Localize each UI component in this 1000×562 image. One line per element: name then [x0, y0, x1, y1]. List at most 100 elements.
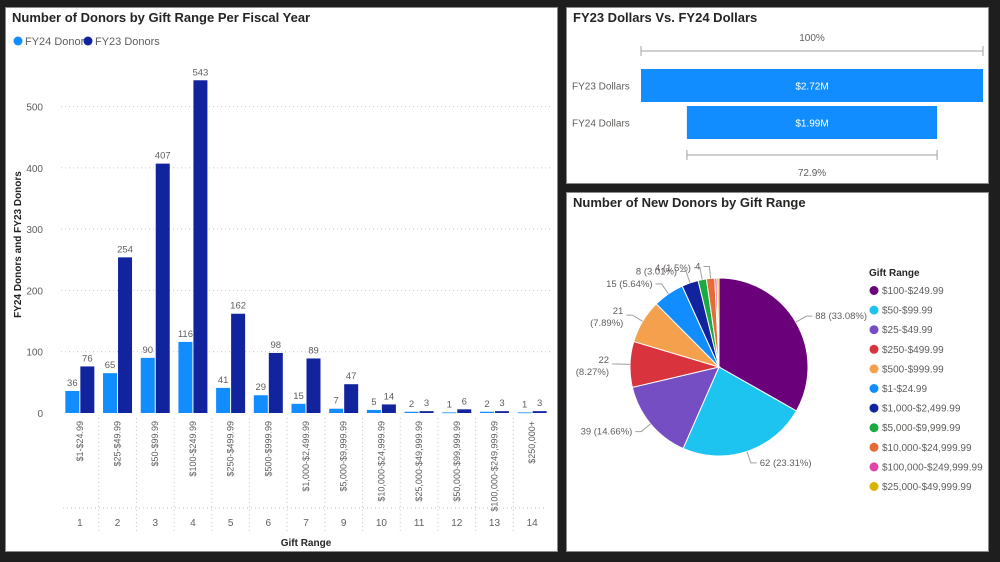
- data-label-fy24: 29: [256, 382, 267, 393]
- pie-legend-marker: [869, 344, 879, 354]
- bar-fy24[interactable]: [140, 357, 155, 413]
- pie-legend-label[interactable]: $250-$499.99: [882, 345, 944, 356]
- x-sort-index-label: 2: [115, 518, 121, 529]
- bar-fy24[interactable]: [479, 411, 494, 413]
- pie-legend-label[interactable]: $50-$99.99: [882, 306, 933, 317]
- pie-legend-label[interactable]: $1-$24.99: [882, 384, 927, 395]
- pie-legend-marker: [869, 364, 879, 374]
- bar-fy23[interactable]: [155, 163, 170, 413]
- pie-slice[interactable]: [682, 366, 798, 457]
- pie-leader-line: [795, 315, 813, 323]
- data-label-fy23: 162: [230, 301, 246, 312]
- bar-fy23[interactable]: [494, 411, 509, 413]
- donors-bar-chart-panel[interactable]: Number of Donors by Gift Range Per Fisca…: [5, 7, 558, 552]
- pie-legend-label[interactable]: $5,000-$9,999.99: [882, 423, 961, 434]
- bar-fy24[interactable]: [216, 387, 231, 413]
- x-category-label: $5,000-$9,999.99: [339, 421, 349, 492]
- bar-fy23[interactable]: [419, 411, 434, 413]
- bar-fy23[interactable]: [193, 80, 208, 413]
- pie-legend-marker: [869, 482, 879, 491]
- pie-leader-line: [655, 283, 669, 295]
- bar-fy23[interactable]: [306, 358, 321, 413]
- funnel-bar[interactable]: [686, 106, 938, 139]
- pie-leader-line: [703, 265, 712, 279]
- funnel-title: FY23 Dollars Vs. FY24 Dollars: [573, 10, 758, 25]
- pie-slice[interactable]: [716, 277, 720, 368]
- bar-chart-title: Number of Donors by Gift Range Per Fisca…: [12, 10, 311, 25]
- bar-fy24[interactable]: [517, 412, 532, 414]
- dollars-funnel-chart[interactable]: 100% $2.72M FY23 Dollars $1.99M FY24 Dollars…: [567, 8, 988, 183]
- bar-fy24[interactable]: [404, 411, 419, 413]
- pie-legend-label[interactable]: $1,000-$2,499.99: [882, 404, 961, 415]
- pie-legend-label[interactable]: $25,000-$49,999.99: [882, 482, 972, 493]
- y-tick-label: 400: [26, 164, 43, 175]
- data-label-fy24: 15: [293, 391, 304, 402]
- pie-legend-marker: [869, 403, 879, 413]
- legend-label-fy24[interactable]: FY24 Donors: [25, 36, 90, 48]
- donors-bar-chart[interactable]: FY24 Donors FY23 Donors 0 100 200 300 400 500 FY…: [6, 8, 557, 551]
- bar-fy24[interactable]: [65, 390, 80, 413]
- data-label-fy23: 254: [117, 244, 133, 255]
- pie-leader-line: [626, 314, 643, 322]
- bar-fy24[interactable]: [103, 373, 118, 413]
- pie-legend-title: Gift Range: [869, 268, 920, 279]
- x-sort-index-label: 5: [228, 518, 234, 529]
- bar-fy24[interactable]: [178, 341, 193, 413]
- bar-fy24[interactable]: [442, 412, 457, 414]
- bar-fy24[interactable]: [291, 403, 306, 413]
- bar-fy24[interactable]: [366, 409, 381, 413]
- funnel-value-label: $2.72M: [795, 82, 828, 93]
- data-label-fy24: 1: [522, 399, 527, 410]
- new-donors-pie-chart[interactable]: 88 (33.08%) 62 (23.31%) 39 (14.66%) 22(8.27…: [567, 193, 988, 551]
- pie-legend-marker: [869, 325, 879, 335]
- pie-data-label: 21: [613, 306, 624, 317]
- y-tick-label: 300: [26, 225, 43, 236]
- pie-data-label: 8 (3.01%): [636, 267, 677, 278]
- x-axis-title: Gift Range: [281, 538, 332, 549]
- pie-legend-label[interactable]: $25-$49.99: [882, 325, 933, 336]
- funnel-category-label: FY24 Dollars: [572, 119, 630, 130]
- x-category-label: $100-$249.99: [188, 421, 198, 477]
- x-category-label: $50,000-$99,999.99: [452, 421, 462, 502]
- bar-fy23[interactable]: [532, 411, 547, 413]
- data-label-fy24: 2: [409, 399, 414, 410]
- pie-data-label: 15 (5.64%): [606, 279, 652, 290]
- x-sort-index-label: 10: [376, 518, 388, 529]
- y-axis-title: FY24 Donors and FY23 Donors: [13, 171, 24, 318]
- bar-fy23[interactable]: [457, 409, 472, 413]
- bar-fy23[interactable]: [268, 352, 283, 413]
- pie-legend-label[interactable]: $500-$999.99: [882, 364, 944, 375]
- bar-fy23[interactable]: [118, 257, 133, 413]
- data-label-fy24: 2: [484, 399, 489, 410]
- bar-fy23[interactable]: [344, 384, 359, 413]
- pie-legend-label[interactable]: $100,000-$249,999.99: [882, 462, 983, 473]
- data-label-fy23: 3: [499, 398, 504, 409]
- legend-marker-fy23: [83, 36, 93, 46]
- x-category-label: $500-$999.99: [263, 421, 273, 477]
- x-sort-index-label: 11: [414, 518, 425, 529]
- pie-legend-label[interactable]: $100-$249.99: [882, 286, 944, 297]
- x-category-label: $1,000-$2,499.99: [301, 421, 311, 492]
- pie-legend-marker: [869, 442, 879, 452]
- bar-fy24[interactable]: [253, 395, 268, 413]
- x-category-label: $50-$99.99: [150, 421, 160, 467]
- pie-slice[interactable]: [631, 366, 720, 450]
- bar-fy23[interactable]: [231, 313, 246, 413]
- funnel-bar[interactable]: [641, 69, 983, 102]
- pie-data-label: 62 (23.31%): [760, 458, 812, 469]
- x-category-label: $25-$49.99: [113, 421, 123, 467]
- data-label-fy23: 407: [155, 151, 171, 162]
- dollars-funnel-panel[interactable]: FY23 Dollars Vs. FY24 Dollars 100% $2.72M…: [566, 7, 989, 184]
- data-label-fy24: 36: [67, 378, 78, 389]
- new-donors-pie-panel[interactable]: Number of New Donors by Gift Range 88 (3…: [566, 192, 989, 552]
- pie-data-label: 4: [695, 261, 700, 272]
- bar-fy23[interactable]: [381, 404, 396, 413]
- data-label-fy23: 89: [308, 345, 319, 356]
- bar-fy23[interactable]: [80, 366, 95, 413]
- x-sort-index-label: 6: [266, 518, 272, 529]
- bar-fy24[interactable]: [329, 408, 344, 413]
- legend-label-fy23[interactable]: FY23 Donors: [95, 36, 160, 48]
- data-label-fy24: 1: [447, 399, 452, 410]
- pie-legend-label[interactable]: $10,000-$24,999.99: [882, 443, 972, 454]
- data-label-fy23: 98: [271, 340, 282, 351]
